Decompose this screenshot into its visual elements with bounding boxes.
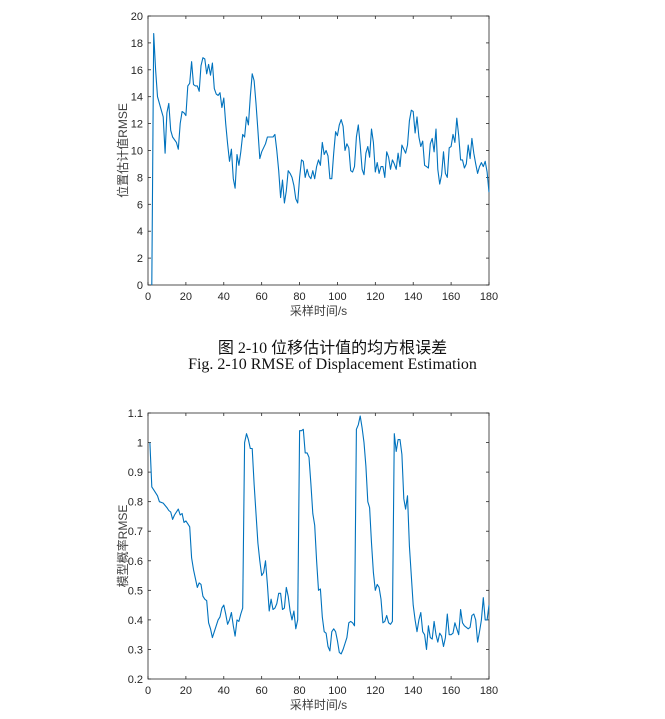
y-tick-label: 0	[137, 280, 143, 292]
x-tick-label: 100	[328, 291, 346, 303]
y-tick-label: 16	[131, 65, 143, 77]
x-tick-label: 20	[180, 291, 192, 303]
x-tick-label: 60	[256, 685, 268, 697]
x-tick-label: 40	[218, 291, 230, 303]
plot-frame	[147, 15, 490, 286]
y-tick-label: 20	[131, 11, 143, 23]
y-tick-label: 18	[131, 38, 143, 50]
y-tick-label: 14	[131, 92, 143, 104]
y-tick-label: 0.7	[128, 526, 143, 538]
series-line-rmse	[151, 32, 490, 286]
y-tick-label: 1	[137, 438, 143, 450]
x-tick-label: 40	[218, 685, 230, 697]
x-tick-label: 100	[328, 685, 346, 697]
x-tick-label: 120	[366, 291, 384, 303]
x-tick-label: 0	[145, 291, 151, 303]
x-tick-label: 180	[480, 291, 498, 303]
y-tick-label: 10	[131, 146, 143, 158]
y-tick-label: 0.9	[128, 467, 143, 479]
y-tick-label: 8	[137, 172, 143, 184]
x-tick-label: 120	[366, 685, 384, 697]
y-axis-label: 模型概率RMSE	[115, 505, 130, 588]
x-tick-label: 80	[293, 291, 305, 303]
y-tick-label: 12	[131, 119, 143, 131]
x-tick-label: 140	[404, 685, 422, 697]
x-tick-label: 60	[256, 291, 268, 303]
displacement-rmse-chart: 0 20 40 60 80 100 120 140 160 180 0 2 4 6 8 10 12 14 16 18 2…	[115, 11, 498, 318]
y-axis-label: 位置估计值RMSE	[115, 103, 130, 198]
y-tick-label: 0.8	[128, 497, 143, 509]
x-tick-label: 20	[180, 685, 192, 697]
plot-frame	[147, 412, 490, 680]
y-tick-label: 0.2	[128, 674, 143, 686]
x-tick-label: 160	[442, 685, 460, 697]
y-tick-label: 1.1	[128, 408, 143, 420]
series-line-rmse	[149, 415, 490, 655]
x-tick-label: 80	[293, 685, 305, 697]
x-axis-label: 采样时间/s	[290, 697, 347, 712]
x-tick-label: 0	[145, 685, 151, 697]
y-tick-label: 4	[137, 226, 143, 238]
y-tick-label: 0.3	[128, 644, 143, 656]
x-axis-label: 采样时间/s	[290, 303, 347, 318]
figure-caption-chinese: 图 2-10 位移估计值的均方根误差	[217, 340, 448, 357]
x-tick-label: 180	[480, 685, 498, 697]
y-tick-label: 0.4	[128, 615, 143, 627]
y-tick-label: 2	[137, 253, 143, 265]
y-tick-label: 0.5	[128, 585, 143, 597]
x-tick-label: 160	[442, 291, 460, 303]
figure-caption-english: Fig. 2-10 RMSE of Displacement Estimatio…	[188, 356, 477, 373]
y-tick-label: 6	[137, 199, 143, 211]
model-probability-rmse-chart: 0 20 40 60 80 100 120 140 160 180 0.2 0.3 0.4 0.5 0.6 0…	[115, 408, 498, 712]
x-tick-label: 140	[404, 291, 422, 303]
y-tick-label: 0.6	[128, 556, 143, 568]
